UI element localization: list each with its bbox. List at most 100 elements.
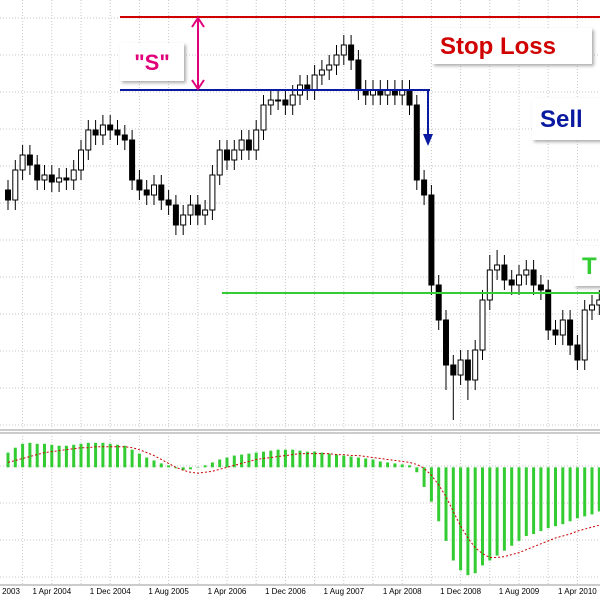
histogram-bar: [137, 453, 141, 468]
candle-body: [209, 174, 216, 211]
candle-body: [158, 184, 165, 201]
candle-body: [245, 139, 252, 151]
histogram-bar: [167, 465, 171, 468]
histogram-bar: [116, 444, 119, 468]
candle-body: [12, 169, 19, 201]
histogram-bar: [422, 467, 426, 487]
candle-body: [194, 204, 201, 216]
histogram-bar: [108, 443, 112, 468]
candle-body: [428, 194, 435, 286]
candle-body: [260, 104, 267, 131]
histogram-bar: [386, 462, 390, 468]
candle-body: [267, 99, 274, 106]
histogram-bar: [13, 447, 17, 468]
candle-body: [340, 44, 347, 56]
candle-body: [406, 89, 413, 106]
histogram-bar: [371, 459, 375, 468]
candle-body: [537, 284, 544, 291]
candle-body: [48, 174, 55, 183]
x-tick-label: 1 Dec 2008: [440, 587, 481, 596]
histogram-bar: [429, 467, 433, 502]
candle-body: [348, 44, 355, 61]
histogram-bar: [488, 467, 492, 561]
candle-body: [450, 364, 457, 376]
candle-body: [99, 124, 106, 136]
candle-body: [180, 214, 187, 226]
histogram-bar: [269, 450, 273, 468]
histogram-bar: [408, 465, 411, 468]
histogram-bar: [174, 467, 178, 469]
candle-body: [530, 269, 537, 286]
histogram-bar: [320, 452, 324, 468]
histogram-bar: [79, 443, 83, 468]
label-box: [574, 246, 600, 286]
candle-body: [253, 129, 260, 151]
histogram-bar: [539, 467, 543, 532]
candle-body: [92, 129, 99, 136]
candle-body: [151, 184, 157, 196]
histogram-bar: [481, 467, 484, 566]
candle-body: [282, 99, 289, 106]
candle-body: [202, 209, 209, 216]
histogram-bar: [327, 453, 331, 468]
histogram-bar: [86, 442, 90, 468]
x-tick-label: 1 Aug 2007: [324, 587, 365, 596]
histogram-bar: [378, 461, 382, 468]
histogram-bar: [451, 467, 455, 561]
candle-body: [318, 69, 325, 76]
histogram-bar: [495, 467, 499, 556]
histogram-bar: [546, 467, 550, 529]
candle-body: [559, 319, 566, 336]
histogram-bar: [145, 457, 149, 468]
histogram-bar: [466, 467, 470, 576]
x-tick-label: 1 Apr 2010: [558, 587, 597, 596]
candle-body: [70, 169, 77, 181]
candle-body: [224, 149, 230, 161]
histogram-bar: [400, 464, 404, 468]
candle-body: [516, 274, 522, 286]
candle-body: [472, 349, 479, 381]
candle-body: [107, 124, 114, 131]
x-tick-label: 2003: [2, 587, 20, 596]
histogram-bar: [342, 455, 346, 468]
histogram-bar: [94, 442, 98, 468]
histogram-bar: [568, 467, 572, 522]
candle-body: [78, 149, 84, 171]
candle-body: [311, 74, 318, 91]
candle-body: [34, 164, 41, 181]
candle-body: [143, 189, 150, 196]
signal-line: [7, 446, 600, 559]
candle-body: [567, 319, 574, 346]
histogram-bar: [64, 445, 68, 468]
histogram-bar: [415, 467, 419, 473]
candle-body: [457, 359, 464, 376]
histogram-bar: [554, 467, 557, 527]
candle-body: [172, 204, 179, 226]
level-label: Stop Loss: [440, 33, 556, 60]
histogram-bar: [356, 457, 360, 468]
histogram-bar: [28, 442, 32, 468]
candle-body: [238, 139, 245, 151]
candle-body: [136, 179, 143, 191]
arrow-head: [423, 134, 433, 146]
candle-body: [26, 154, 33, 166]
x-tick-label: 1 Aug 2005: [148, 587, 189, 596]
histogram-bar: [305, 451, 309, 468]
candle-body: [187, 204, 194, 216]
candle-body: [41, 174, 48, 181]
histogram-bar: [459, 467, 463, 571]
histogram-bar: [393, 463, 397, 468]
candle-body: [552, 329, 559, 336]
candle-body: [596, 299, 600, 306]
histogram-bar: [437, 467, 441, 522]
histogram-bar: [517, 467, 521, 541]
x-tick-label: 1 Aug 2009: [499, 587, 540, 596]
histogram-bar: [130, 449, 134, 468]
arrow-head: [191, 16, 205, 28]
histogram-bar: [225, 457, 229, 468]
histogram-bar: [262, 451, 265, 468]
label-box: [532, 98, 600, 140]
candle-body: [523, 269, 530, 276]
histogram-bar: [240, 454, 244, 468]
